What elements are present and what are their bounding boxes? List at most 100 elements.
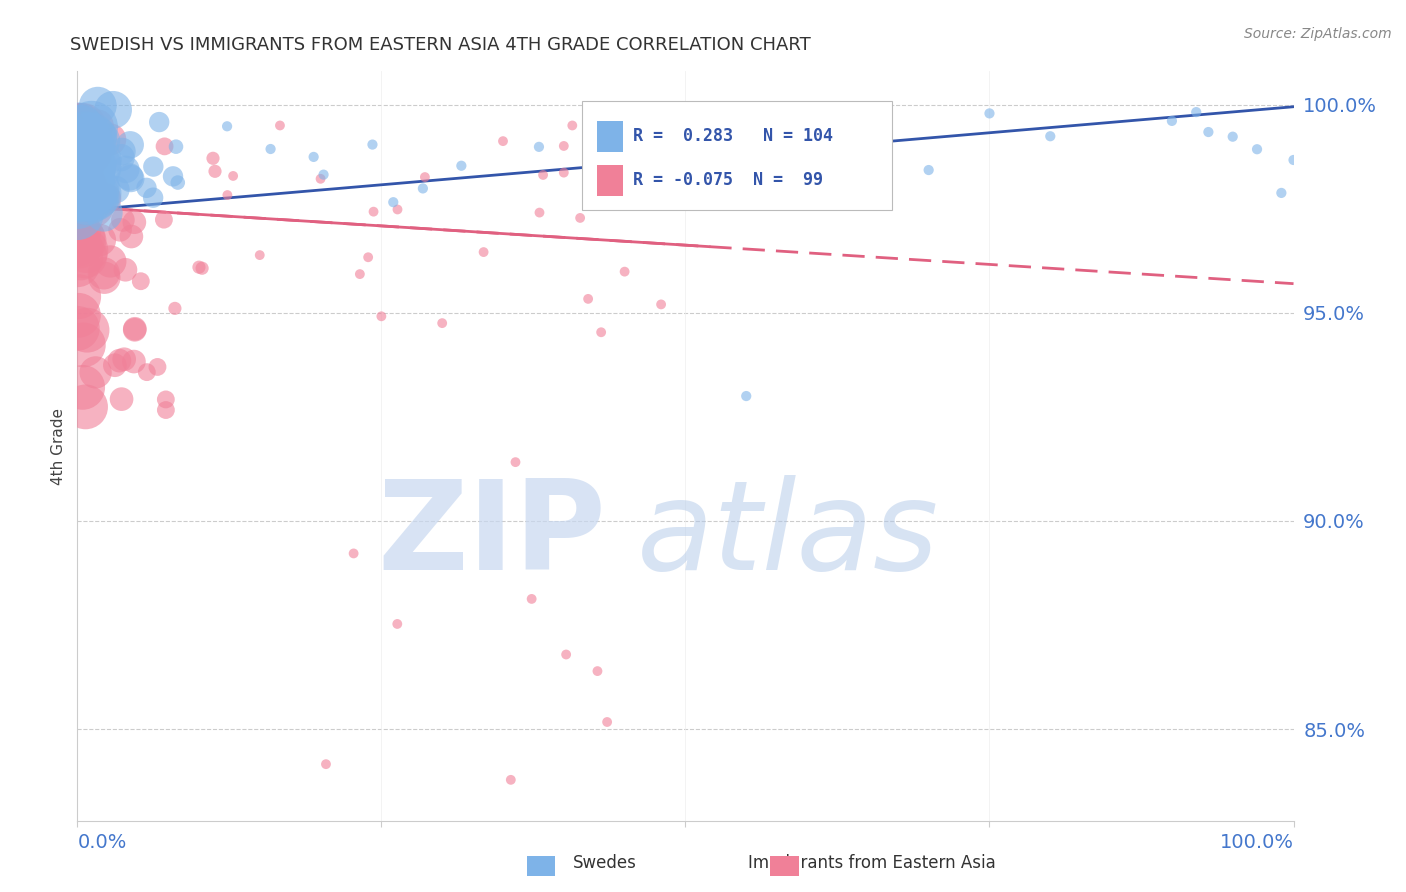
Point [505, 455, 527, 469]
Point [1161, 114, 1184, 128]
Point [650, 297, 672, 311]
Point [66, 236, 89, 251]
Point [527, 140, 550, 154]
Point [1282, 153, 1305, 167]
Point [77, 171, 100, 186]
Point [450, 159, 472, 173]
Point [613, 176, 636, 190]
Point [72, 231, 94, 245]
Point [73, 167, 96, 181]
Point [596, 714, 619, 729]
Point [108, 223, 131, 237]
Point [191, 261, 214, 276]
Point [155, 392, 177, 407]
Point [188, 260, 211, 275]
Point [69, 178, 91, 192]
Point [142, 160, 165, 174]
Point [66, 153, 89, 167]
Point [69, 119, 91, 133]
Point [80, 199, 103, 213]
Point [75, 153, 97, 168]
Point [387, 202, 409, 217]
Point [430, 316, 453, 330]
Point [75, 148, 97, 162]
Point [613, 265, 636, 279]
Point [259, 142, 281, 156]
Point [76, 323, 98, 337]
Point [93, 205, 115, 219]
Point [79, 146, 101, 161]
Point [312, 168, 335, 182]
Point [553, 139, 575, 153]
Point [153, 139, 176, 153]
Point [111, 213, 134, 227]
Point [555, 648, 578, 662]
Y-axis label: 4th Grade: 4th Grade [51, 408, 66, 484]
Point [66, 121, 89, 136]
Point [370, 310, 392, 324]
Point [110, 392, 132, 406]
Point [75, 130, 97, 145]
Point [98, 254, 121, 268]
Point [67, 160, 90, 174]
Point [79, 132, 101, 146]
Point [135, 181, 157, 195]
Point [72, 164, 94, 178]
Point [67, 124, 90, 138]
Point [249, 248, 271, 262]
Point [67, 163, 90, 178]
Point [309, 171, 332, 186]
Point [72, 119, 94, 133]
Point [86, 119, 108, 133]
Point [122, 354, 145, 368]
Point [67, 143, 90, 157]
Text: R = -0.075  N =  99: R = -0.075 N = 99 [633, 171, 823, 189]
Text: Immigrants from Eastern Asia: Immigrants from Eastern Asia [748, 855, 995, 872]
Point [153, 212, 176, 227]
Point [76, 180, 98, 194]
Point [69, 163, 91, 178]
Point [349, 267, 371, 281]
Point [269, 119, 291, 133]
Point [72, 170, 94, 185]
Point [66, 161, 89, 175]
Point [412, 181, 434, 195]
Point [499, 772, 522, 787]
Point [675, 137, 697, 152]
Point [120, 137, 142, 152]
Point [529, 205, 551, 219]
Point [70, 157, 93, 171]
Point [66, 143, 89, 157]
Point [657, 154, 679, 169]
Point [413, 170, 436, 185]
Point [66, 161, 89, 175]
Point [67, 224, 90, 238]
Point [357, 250, 380, 264]
Point [66, 182, 89, 196]
Point [1185, 105, 1208, 120]
Point [520, 591, 543, 606]
Point [66, 119, 89, 133]
Point [72, 140, 94, 154]
Point [146, 359, 169, 374]
Text: Swedes: Swedes [572, 855, 637, 872]
Point [979, 106, 1001, 120]
Text: 0.0%: 0.0% [77, 833, 127, 852]
Point [104, 183, 127, 197]
Point [586, 664, 609, 678]
Point [73, 188, 96, 202]
Point [66, 175, 89, 189]
Point [142, 191, 165, 205]
Point [93, 266, 115, 280]
Point [75, 400, 97, 414]
Point [72, 338, 94, 352]
Point [69, 251, 91, 265]
Point [70, 188, 93, 202]
Point [302, 150, 325, 164]
Point [581, 153, 603, 168]
Point [76, 153, 98, 168]
Point [90, 134, 112, 148]
Point [112, 352, 135, 367]
Point [82, 188, 104, 202]
Point [120, 229, 142, 244]
